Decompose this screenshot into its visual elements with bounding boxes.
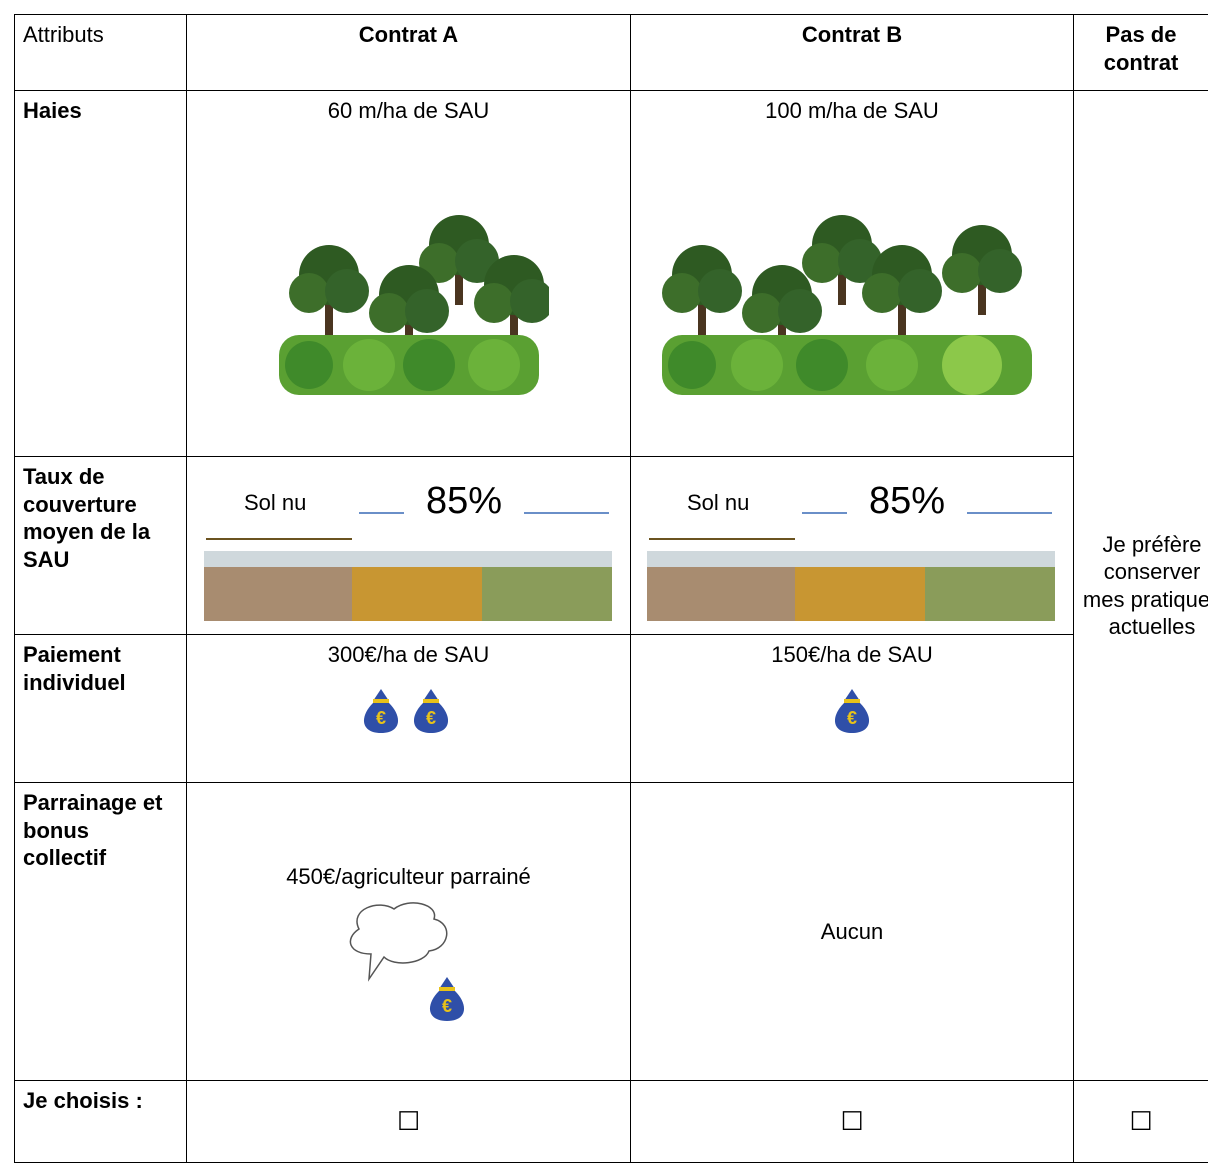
cover-illustration: Sol nu 85% (204, 465, 614, 625)
no-contract-cell: Je préfère conserver mes pratiques actue… (1074, 91, 1208, 1081)
money-bags (359, 685, 459, 737)
cover-illustration: Sol nu 85% (647, 465, 1057, 625)
image-label: Sol nu (244, 490, 306, 515)
hedge-illustration (662, 165, 1042, 405)
row: Taux de couverture moyen de la SAU Sol n… (15, 457, 1208, 635)
row-label: Haies (15, 91, 187, 457)
cell-text: 150€/ha de SAU (639, 641, 1065, 669)
row: Parrainage et bonus collectif 450€/agric… (15, 783, 1208, 1081)
cell-text: 60 m/ha de SAU (195, 97, 622, 125)
cell-text: 450€/agriculteur parrainé (195, 863, 622, 891)
row: Haies 60 m/ha de SAU 100 m/ha de SAU Je … (15, 91, 1208, 457)
cell: 100 m/ha de SAU (631, 91, 1074, 457)
cell: Sol nu 85% (187, 457, 631, 635)
cell-text: 100 m/ha de SAU (639, 97, 1065, 125)
row-label: Taux de couverture moyen de la SAU (15, 457, 187, 635)
row-label: Parrainage et bonus collectif (15, 783, 187, 1081)
checkbox[interactable]: ☐ (631, 1081, 1074, 1163)
sponsor-illustration (339, 899, 479, 1029)
image-label: 85% (425, 480, 501, 522)
checkbox[interactable]: ☐ (187, 1081, 631, 1163)
money-bag (830, 685, 874, 737)
cell-text: 300€/ha de SAU (195, 641, 622, 669)
header-cell: Contrat A (187, 15, 631, 91)
cell: 60 m/ha de SAU (187, 91, 631, 457)
row: Paiement individuel 300€/ha de SAU 150€/… (15, 635, 1208, 783)
row: Je choisis : ☐ ☐ ☐ (15, 1081, 1208, 1163)
cell: 450€/agriculteur parrainé (187, 783, 631, 1081)
header-cell: Pas de contrat (1074, 15, 1208, 91)
header-cell: Attributs (15, 15, 187, 91)
cell: Aucun (631, 783, 1074, 1081)
header-cell: Contrat B (631, 15, 1074, 91)
image-label: Sol nu (687, 490, 749, 515)
image-label: 85% (869, 480, 945, 522)
cell: 300€/ha de SAU (187, 635, 631, 783)
header-row: Attributs Contrat A Contrat B Pas de con… (15, 15, 1208, 91)
cell: 150€/ha de SAU (631, 635, 1074, 783)
checkbox[interactable]: ☐ (1074, 1081, 1208, 1163)
hedge-illustration (269, 165, 549, 405)
row-label: Paiement individuel (15, 635, 187, 783)
choice-table: Attributs Contrat A Contrat B Pas de con… (14, 14, 1208, 1163)
cell: Sol nu 85% (631, 457, 1074, 635)
row-label: Je choisis : (15, 1081, 187, 1163)
